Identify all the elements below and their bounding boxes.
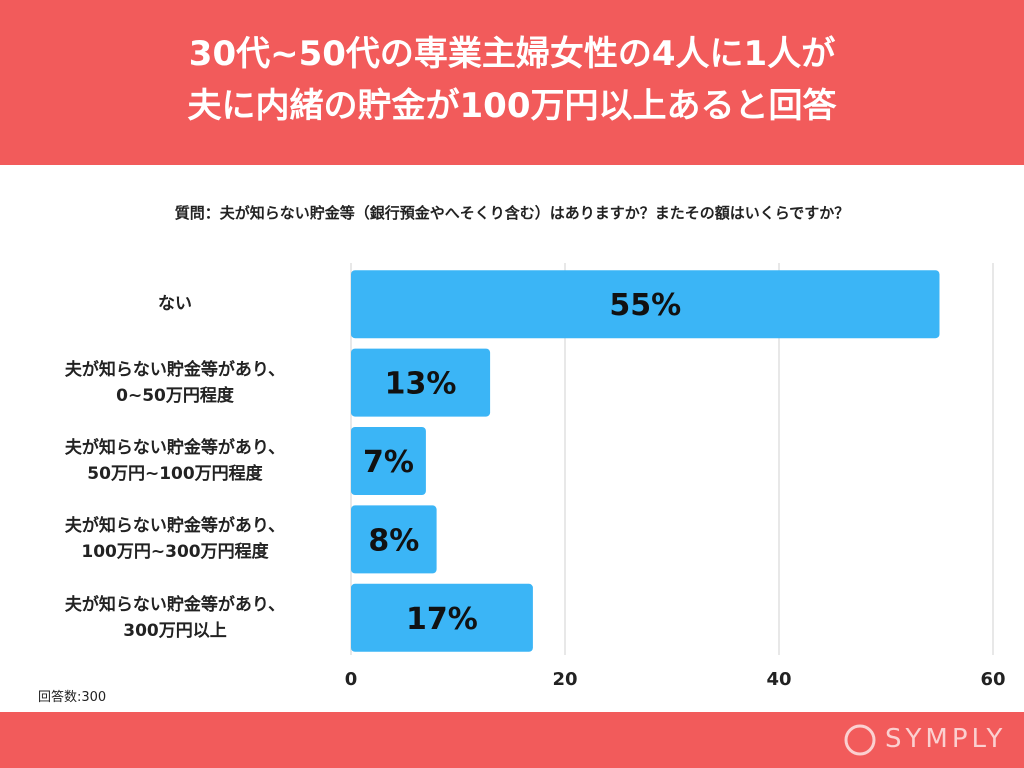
data-label: 17% <box>406 602 478 637</box>
x-tick-label: 0 <box>345 669 358 690</box>
y-tick-label: 夫が知らない貯金等があり、 300万円以上 <box>64 594 286 641</box>
y-tick-label: 夫が知らない貯金等があり、 100万円~300万円程度 <box>64 516 286 563</box>
bar <box>351 505 437 574</box>
y-tick-label: ない <box>158 294 192 315</box>
header-band <box>0 0 1024 165</box>
bar <box>351 427 426 495</box>
x-tick-label: 20 <box>552 669 577 690</box>
data-label: 13% <box>385 367 457 402</box>
data-label: 8% <box>368 523 419 558</box>
x-tick-label: 40 <box>766 669 791 690</box>
bar <box>351 270 940 339</box>
data-label: 7% <box>363 445 414 480</box>
chart-title: 30代~50代の専業主婦女性の4人に1人が 夫に内緒の貯金が100万円以上あると… <box>187 34 837 126</box>
bar <box>351 583 533 652</box>
y-tick-label: 夫が知らない貯金等があり、 0~50万円程度 <box>64 359 286 406</box>
note: 回答数:300 <box>38 690 107 705</box>
y-tick-label: 夫が知らない貯金等があり、 50万円~100万円程度 <box>64 438 286 484</box>
chart-subtitle: 質問：夫が知らない貯金等（銀行預金やへそくり含む）はありますか？またその額はいく… <box>174 204 850 222</box>
x-tick-label: 60 <box>980 669 1005 690</box>
bar <box>351 348 491 417</box>
brand: SYMPLY <box>885 724 1007 754</box>
footer-band <box>0 712 1024 768</box>
brand-icon <box>844 724 876 756</box>
data-label: 55% <box>609 288 681 323</box>
